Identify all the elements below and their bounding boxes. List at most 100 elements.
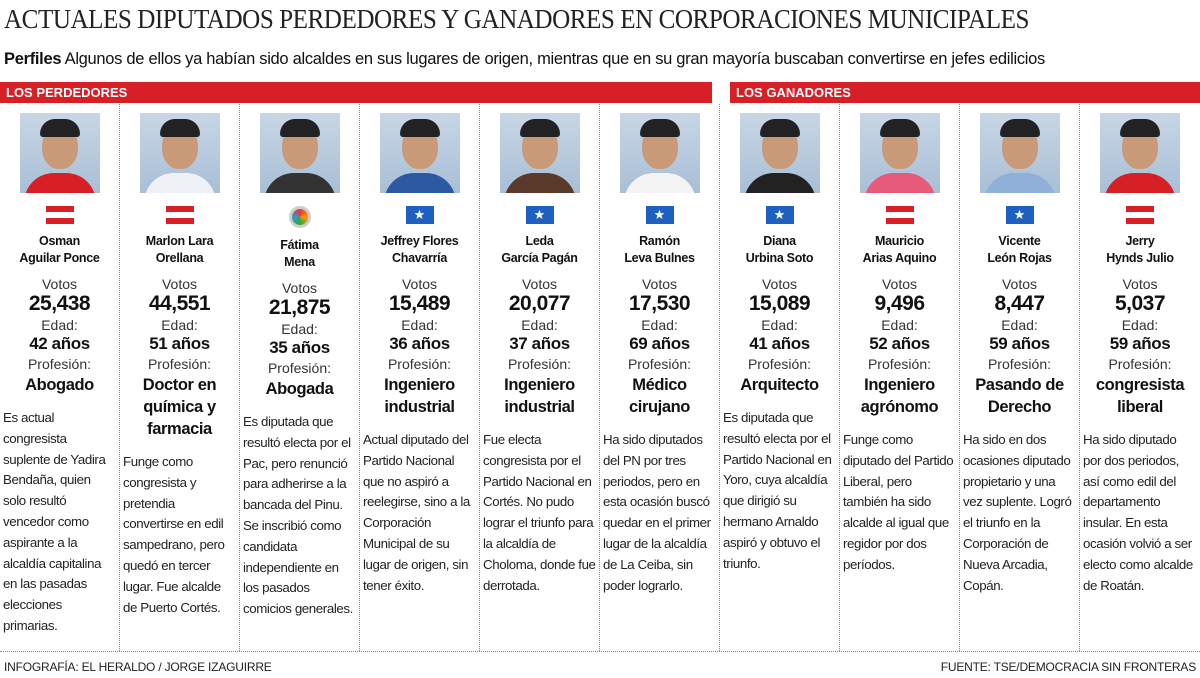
age-label: Edad: xyxy=(761,317,798,333)
votes-label: Votos xyxy=(1122,276,1158,292)
portrait-photo xyxy=(139,113,220,193)
profession-label: Profesión: xyxy=(387,356,452,372)
profile-card: Osman Aguilar Ponce Votos 25,438 Edad: 42… xyxy=(0,104,120,651)
page-title: ACTUALES DIPUTADOS PERDEDORES Y GANADORE… xyxy=(4,4,1030,34)
age-value: 36 años xyxy=(389,334,450,353)
age-label: Edad: xyxy=(881,317,918,333)
profile-card: ★ Vicente León Rojas Votos 8,447 Edad: 59… xyxy=(960,104,1080,651)
profile-description: Ha sido diputados del PN por tres period… xyxy=(603,432,711,593)
age-label: Edad: xyxy=(41,317,78,333)
age-value: 51 años xyxy=(149,334,210,353)
profession-label: Profesión: xyxy=(507,356,572,372)
source: FUENTE: TSE/DEMOCRACIA SIN FRONTERAS xyxy=(940,660,1196,674)
liberal-flag-icon xyxy=(45,206,74,224)
votes-label: Votos xyxy=(1001,276,1038,292)
profile-card: ★ Diana Urbina Soto Votos 15,089 Edad: 41… xyxy=(720,104,840,651)
liberal-flag-icon xyxy=(165,206,194,224)
votes-value: 25,438 xyxy=(28,292,91,315)
profession-label: Profesión: xyxy=(147,356,212,372)
winners-header: LOS GANADORES xyxy=(730,82,1200,103)
nacional-flag-icon: ★ xyxy=(525,206,554,224)
portrait-photo xyxy=(259,113,340,193)
votes-value: 8,447 xyxy=(994,292,1045,315)
age-value: 52 años xyxy=(869,334,930,353)
candidate-name: Marlon Lara Orellana xyxy=(145,234,214,265)
age-value: 59 años xyxy=(1109,334,1171,353)
candidate-name: Diana Urbina Soto xyxy=(745,234,814,265)
profile-description: Es diputada que resultó electa por el Pa… xyxy=(243,414,353,617)
credit: INFOGRAFÍA: EL HERALDO / JORGE IZAGUIRRE xyxy=(4,660,272,674)
profession-label: Profesión: xyxy=(987,356,1052,372)
votes-value: 15,489 xyxy=(388,292,451,315)
profile-description: Es actual congresista suplente de Yadira… xyxy=(3,410,106,633)
nacional-flag-icon: ★ xyxy=(1005,206,1034,224)
profile-card: Marlon Lara Orellana Votos 44,551 Edad: 5… xyxy=(120,104,240,651)
portrait-photo xyxy=(979,113,1060,193)
profession-value: Ingeniero agrónomo xyxy=(860,376,939,416)
portrait-photo xyxy=(499,113,580,193)
portrait-photo xyxy=(619,113,700,193)
profiles-grid: Osman Aguilar Ponce Votos 25,438 Edad: 42… xyxy=(0,104,1200,652)
age-value: 59 años xyxy=(989,334,1050,353)
liberal-flag-icon xyxy=(885,206,914,224)
profession-label: Profesión: xyxy=(867,356,932,372)
profile-description: Fue electa congresista por el Partido Na… xyxy=(483,432,596,593)
candidate-name: Leda García Pagán xyxy=(501,234,578,265)
profession-label: Profesión: xyxy=(627,356,692,372)
profession-value: Médico cirujano xyxy=(629,376,690,416)
profession-value: Pasando de Derecho xyxy=(975,376,1064,416)
profile-description: Ha sido en dos ocasiones diputado propie… xyxy=(963,432,1072,593)
votes-label: Votos xyxy=(881,276,918,292)
liberal-flag-icon xyxy=(1126,206,1154,224)
nacional-flag-icon: ★ xyxy=(405,206,434,224)
age-value: 35 años xyxy=(269,338,330,357)
age-label: Edad: xyxy=(521,317,558,333)
profile-description: Actual diputado del Partido Nacional que… xyxy=(363,432,470,593)
age-value: 41 años xyxy=(749,334,810,353)
profession-value: Abogada xyxy=(265,380,334,398)
votes-value: 20,077 xyxy=(508,292,571,315)
profession-value: Arquitecto xyxy=(740,376,819,394)
subtitle: Perfiles Algunos de ellos ya habían sido… xyxy=(4,50,1045,69)
profile-description: Es diputada que resultó electa por el Pa… xyxy=(723,410,832,571)
age-label: Edad: xyxy=(401,317,438,333)
age-label: Edad: xyxy=(641,317,678,333)
profession-label: Profesión: xyxy=(27,356,92,372)
subtitle-text: Algunos de ellos ya habían sido alcaldes… xyxy=(64,50,1046,68)
profile-card: Mauricio Arias Aquino Votos 9,496 Edad: 5… xyxy=(840,104,960,651)
profile-card: ★ Ramón Leva Bulnes Votos 17,530 Edad: 69… xyxy=(600,104,720,651)
nacional-flag-icon: ★ xyxy=(645,206,674,224)
profession-value: Abogado xyxy=(25,376,94,394)
profession-value: Doctor en química y farmacia xyxy=(142,376,217,438)
pac-logo-icon xyxy=(288,206,311,228)
votes-value: 21,875 xyxy=(268,296,331,319)
profile-card: Fátima Mena Votos 21,875 Edad: 35 años Pr… xyxy=(240,104,360,651)
age-label: Edad: xyxy=(1121,317,1159,333)
votes-label: Votos xyxy=(641,276,678,292)
portrait-photo xyxy=(1100,113,1180,193)
age-label: Edad: xyxy=(161,317,198,333)
candidate-name: Osman Aguilar Ponce xyxy=(19,234,100,265)
votes-value: 15,089 xyxy=(748,292,811,315)
votes-value: 44,551 xyxy=(148,292,211,315)
profile-card: Jerry Hynds Julio Votos 5,037 Edad: 59 añ… xyxy=(1080,104,1200,651)
candidate-name: Fátima Mena xyxy=(280,238,319,269)
portrait-photo xyxy=(739,113,820,193)
profile-description: Ha sido diputado por dos periodos, así c… xyxy=(1083,432,1193,593)
profile-description: Funge como congresista y pretendia conve… xyxy=(123,454,225,615)
age-value: 37 años xyxy=(509,334,570,353)
profession-label: Profesión: xyxy=(1108,356,1172,372)
profession-label: Profesión: xyxy=(267,360,332,376)
candidate-name: Mauricio Arias Aquino xyxy=(862,234,937,265)
profession-value: congresista liberal xyxy=(1095,376,1185,416)
losers-header: LOS PERDEDORES xyxy=(0,82,712,103)
profile-description: Funge como diputado del Partido Liberal,… xyxy=(843,432,954,572)
votes-label: Votos xyxy=(761,276,798,292)
profession-value: Ingeniero industrial xyxy=(504,376,575,416)
candidate-name: Ramón Leva Bulnes xyxy=(624,234,695,265)
candidate-name: Vicente León Rojas xyxy=(987,234,1052,265)
profile-card: ★ Jeffrey Flores Chavarría Votos 15,489 E… xyxy=(360,104,480,651)
age-value: 69 años xyxy=(629,334,690,353)
votes-label: Votos xyxy=(281,280,318,296)
votes-label: Votos xyxy=(401,276,438,292)
